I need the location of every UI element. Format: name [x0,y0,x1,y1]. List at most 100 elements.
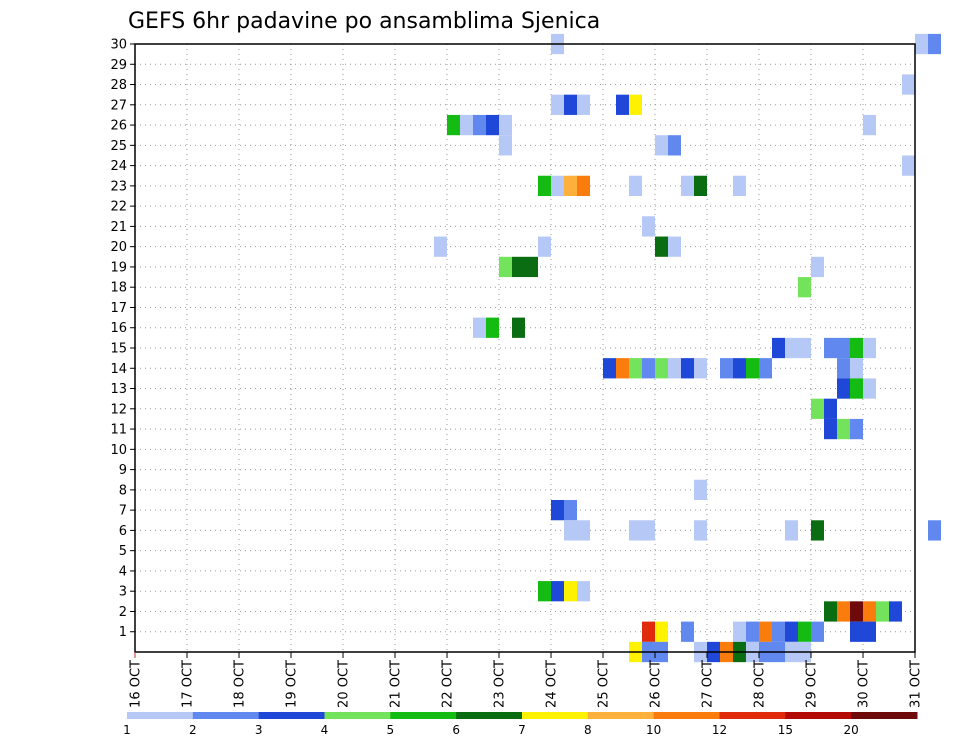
precip-cell [863,378,876,399]
precip-cell [746,358,759,379]
precip-cell [720,358,733,379]
y-tick-label: 18 [110,281,127,296]
precip-cell [538,236,551,257]
precip-cell [681,358,694,379]
x-tick-label: 28 OCT [753,660,768,708]
y-tick-label: 30 [110,38,127,53]
y-tick-label: 27 [110,98,127,113]
precip-cell [824,337,837,359]
precip-cell [850,601,863,622]
colorbar-label: 20 [844,723,859,737]
precip-cell [811,256,824,278]
colorbar-segment [324,712,391,719]
y-tick-label: 9 [119,463,127,478]
precip-cell [616,94,629,115]
y-tick-label: 15 [110,342,127,357]
precip-cell [811,398,824,419]
precip-cell [629,175,642,196]
precip-cell [512,317,525,338]
colorbar-segment [851,712,918,719]
colorbar-label: 1 [123,723,131,737]
precip-cell [928,33,941,55]
y-tick-label: 7 [119,504,127,519]
colorbar-label: 6 [452,723,460,737]
x-tick-label: 30 OCT [857,660,872,708]
colorbar-label: 3 [255,723,263,737]
precip-cell [551,500,564,521]
precip-cell [642,520,655,541]
y-tick-label: 23 [110,179,127,194]
precip-cell [564,520,577,541]
colorbar-segment [127,712,194,719]
precip-cell [850,358,863,379]
colorbar-label: 2 [189,723,197,737]
x-tick-label: 22 OCT [441,660,456,708]
precip-cell [629,358,642,379]
precip-cell [733,621,746,642]
y-tick-label: 20 [110,240,127,255]
precip-cell [824,601,837,622]
x-tick-label: 21 OCT [389,660,404,708]
precip-cell [811,520,824,541]
precip-cell [798,337,811,359]
precip-cell [733,358,746,379]
precip-cell [811,621,824,642]
y-tick-label: 4 [119,564,127,579]
y-tick-label: 1 [119,625,127,640]
colorbar-segment [587,712,655,719]
precip-cell [837,418,850,440]
precip-cell [915,33,928,55]
precip-cell [850,621,863,642]
precip-cell [746,621,759,642]
y-tick-label: 16 [110,321,127,336]
precip-cell [434,236,447,257]
precip-cell [668,135,681,156]
colorbar-segment [390,712,457,719]
precip-cell [564,500,577,521]
precip-cell [759,621,772,642]
x-tick-label: 27 OCT [701,660,716,708]
precip-cell [655,135,668,156]
precip-cell [486,317,499,338]
precip-cell [772,337,785,359]
x-tick-label: 19 OCT [285,660,300,708]
precip-cell [694,520,707,541]
y-tick-label: 13 [110,382,127,397]
precip-cell [564,581,577,602]
colorbar-label: 7 [518,723,526,737]
grid [135,44,915,652]
precip-cell [499,135,512,156]
colorbar-label: 8 [584,723,592,737]
precip-cell [837,378,850,399]
precip-cell [577,581,590,602]
x-tick-label: 29 OCT [805,660,820,708]
precip-cell [642,621,655,642]
precip-cell [564,175,577,196]
x-tick-label: 23 OCT [493,660,508,708]
y-tick-label: 12 [110,402,127,417]
y-tick-label: 17 [110,301,127,316]
precip-cell [876,601,889,622]
precip-cell [850,337,863,359]
y-tick-label: 19 [110,260,127,275]
colorbar-label: 12 [712,723,727,737]
precip-cell [538,581,551,602]
precip-cell [824,398,837,419]
precip-cell [733,175,746,196]
colorbar-label: 4 [321,723,329,737]
precip-cell [486,114,499,136]
x-axis: 16 OCT 17 OCT 18 OCT 19 OCT 20 OCT 21 OCT 22 O… [129,652,924,708]
colorbar-segment [653,712,720,719]
y-tick-label: 5 [119,544,127,559]
precip-cell [863,114,876,136]
precip-cell [538,175,551,196]
precip-cell [668,236,681,257]
y-tick-label: 2 [119,605,127,620]
precip-cell [798,277,811,298]
y-tick-label: 14 [110,362,127,377]
precip-cell [863,601,876,622]
precip-cell [668,358,681,379]
y-tick-label: 21 [110,220,127,235]
y-axis: 1234567891011121314151617181920212223242… [110,38,135,640]
